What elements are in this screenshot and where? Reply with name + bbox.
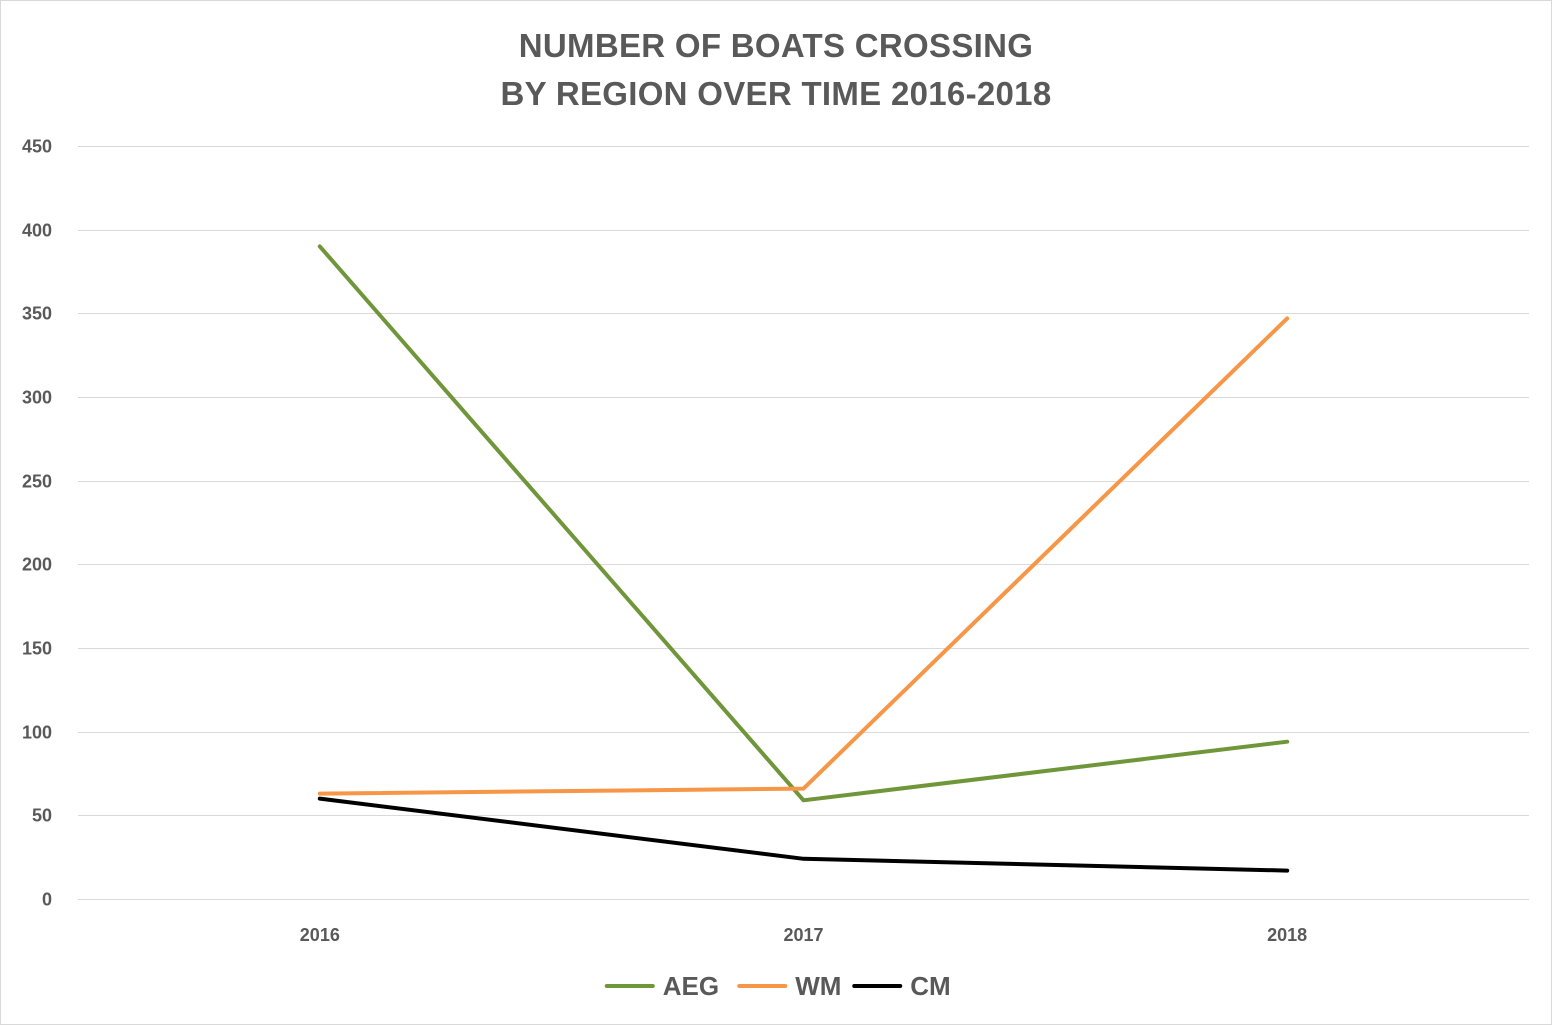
x-tick-label-2018: 2018 [1267,925,1307,945]
chart-title: NUMBER OF BOATS CROSSING BY REGION OVER … [0,22,1552,118]
x-axis-tick-labels: 2016 2017 2018 [300,925,1307,945]
y-tick-label-350: 350 [22,304,52,324]
series-line-wm [317,316,1290,796]
y-tick-label-0: 0 [42,890,52,910]
y-tick-label-50: 50 [32,806,52,826]
y-tick-label-300: 300 [22,388,52,408]
chart-title-line-2: BY REGION OVER TIME 2016-2018 [500,75,1052,112]
y-tick-label-100: 100 [22,723,52,743]
legend: AEG WM CM [604,971,951,1001]
gridlines [78,146,1529,900]
series-line-aeg [317,244,1290,803]
chart-title-line-1: NUMBER OF BOATS CROSSING [518,27,1034,64]
legend-label-aeg: AEG [663,971,719,1001]
series-line-cm [317,796,1290,873]
series-lines [317,244,1290,873]
y-axis-tick-labels: 0 50 100 150 200 250 300 350 400 450 [22,137,52,910]
y-tick-label-250: 250 [22,472,52,492]
legend-label-cm: CM [910,971,950,1001]
y-tick-label-400: 400 [22,221,52,241]
y-tick-label-150: 150 [22,639,52,659]
y-tick-label-450: 450 [22,137,52,157]
legend-label-wm: WM [795,971,841,1001]
y-tick-label-200: 200 [22,555,52,575]
x-tick-label-2017: 2017 [783,925,823,945]
x-tick-label-2016: 2016 [300,925,340,945]
